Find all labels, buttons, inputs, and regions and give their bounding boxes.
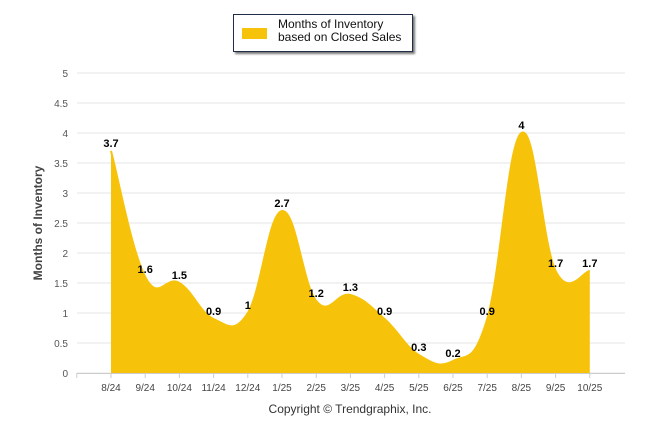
data-label: 1.7 [548, 258, 563, 270]
x-tick-label: 8/24 [101, 383, 121, 394]
x-tick-label: 4/25 [375, 383, 395, 394]
y-axis-title: Months of Inventory [31, 165, 45, 280]
data-label: 0.9 [377, 306, 392, 318]
y-tick-label: 0.5 [54, 339, 68, 350]
x-tick-label: 7/25 [477, 383, 497, 394]
copyright: Copyright © Trendgraphix, Inc. [268, 402, 432, 416]
data-label: 0.9 [206, 306, 221, 318]
y-tick-label: 0 [62, 369, 68, 380]
x-tick-label: 1/25 [272, 383, 292, 394]
x-tick-label: 6/25 [443, 383, 463, 394]
x-tick-label: 8/25 [512, 383, 532, 394]
data-label: 1.3 [343, 282, 358, 294]
data-label: 1.5 [172, 270, 187, 282]
legend[interactable]: Months of Inventory based on Closed Sale… [233, 14, 413, 52]
y-tick-label: 2 [62, 249, 68, 260]
data-label: 3.7 [103, 138, 118, 150]
data-label: 4 [518, 120, 525, 132]
y-tick-label: 3 [62, 189, 68, 200]
y-tick-label: 1 [62, 309, 68, 320]
y-tick-label: 4.5 [54, 99, 68, 110]
x-tick-label: 9/24 [135, 383, 155, 394]
data-label: 0.3 [411, 342, 426, 354]
y-tick-label: 3.5 [54, 159, 68, 170]
data-label: 1.2 [309, 288, 324, 300]
y-tick-label: 1.5 [54, 279, 68, 290]
x-tick-label: 11/24 [201, 383, 226, 394]
y-tick-label: 2.5 [54, 219, 68, 230]
data-label: 1.6 [138, 264, 153, 276]
x-tick-label: 2/25 [306, 383, 326, 394]
data-label: 2.7 [274, 198, 289, 210]
data-label: 1.7 [582, 258, 597, 270]
data-label: 0.9 [480, 306, 495, 318]
x-tick-label: 10/25 [577, 383, 602, 394]
x-tick-label: 12/24 [235, 383, 260, 394]
data-label: 0.2 [445, 348, 460, 360]
y-tick-label: 5 [62, 69, 68, 80]
x-tick-label: 10/24 [167, 383, 192, 394]
data-label: 1 [245, 300, 251, 312]
x-tick-label: 5/25 [409, 383, 429, 394]
x-tick-label: 9/25 [546, 383, 566, 394]
x-tick-label: 3/25 [341, 383, 361, 394]
legend-swatch [242, 28, 267, 39]
y-tick-label: 4 [62, 129, 68, 140]
legend-label: Months of Inventory based on Closed Sale… [278, 17, 402, 44]
area-fill [111, 132, 590, 373]
